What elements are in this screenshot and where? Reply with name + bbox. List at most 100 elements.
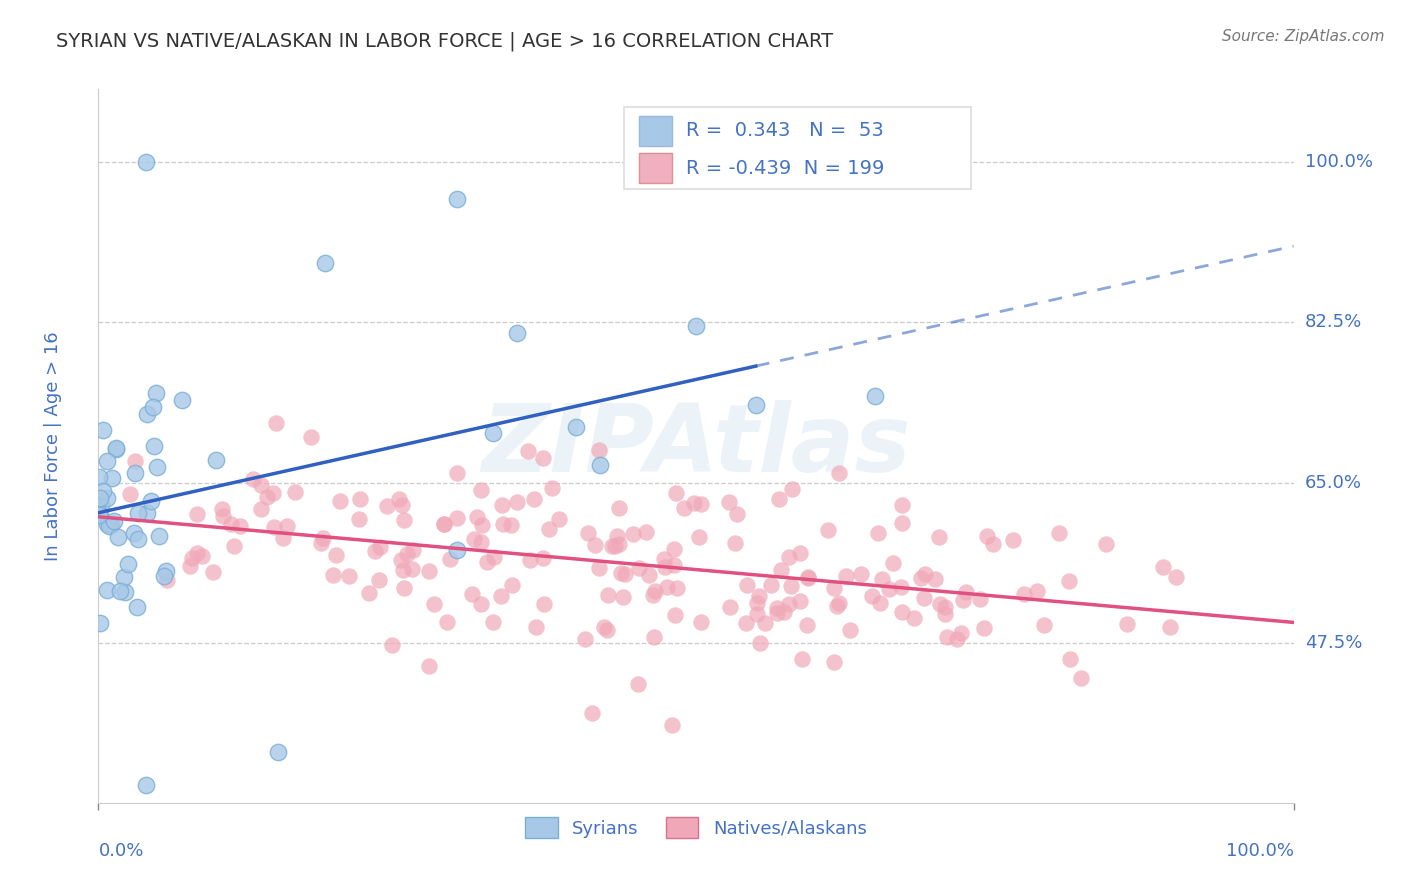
Point [773, 606, 796, 620]
Point [186, 507, 208, 521]
Point [96, 517, 118, 532]
Point [1001, 533, 1024, 548]
Point [769, 563, 792, 577]
Point [262, 486, 284, 500]
Point [135, 777, 157, 791]
Text: 100.0%: 100.0% [1226, 842, 1294, 860]
Point [284, 485, 307, 500]
Point [389, 553, 412, 567]
Point [112, 570, 135, 584]
Point [644, 584, 666, 599]
Point [299, 430, 322, 444]
Point [122, 526, 145, 541]
Point [870, 572, 893, 586]
Point [602, 539, 624, 553]
Point [652, 551, 675, 566]
Point [180, 551, 202, 566]
Point [432, 517, 454, 532]
Point [143, 439, 166, 453]
Point [470, 534, 492, 549]
Point [627, 677, 650, 691]
Point [418, 658, 440, 673]
Point [724, 536, 747, 550]
Point [725, 507, 748, 521]
Text: SYRIAN VS NATIVE/ALASKAN IN LABOR FORCE | AGE > 16 CORRELATION CHART: SYRIAN VS NATIVE/ALASKAN IN LABOR FORCE … [56, 31, 834, 51]
Point [891, 516, 914, 531]
Point [638, 568, 661, 582]
Point [202, 565, 225, 579]
Point [135, 155, 157, 169]
Point [315, 256, 337, 270]
Point [538, 522, 561, 536]
Point [394, 581, 416, 595]
Point [541, 481, 564, 495]
Point [768, 491, 790, 506]
Point [524, 620, 547, 634]
Point [606, 529, 628, 543]
Point [928, 530, 950, 544]
Point [89, 508, 111, 522]
Point [118, 487, 141, 501]
Point [823, 581, 845, 595]
Point [392, 563, 415, 577]
Point [737, 578, 759, 592]
Point [517, 443, 540, 458]
Point [868, 526, 890, 541]
Text: 47.5%: 47.5% [1305, 633, 1362, 652]
Point [969, 592, 991, 607]
Point [423, 597, 446, 611]
Point [347, 512, 370, 526]
Point [946, 632, 969, 646]
Point [735, 615, 758, 630]
Point [276, 519, 298, 533]
Point [666, 582, 689, 596]
Point [835, 569, 858, 583]
Point [446, 192, 468, 206]
Point [127, 532, 149, 546]
Text: R = -0.439  N = 199: R = -0.439 N = 199 [686, 159, 884, 178]
Point [682, 496, 704, 510]
Point [533, 597, 555, 611]
Point [484, 549, 506, 564]
Point [934, 599, 956, 614]
Point [890, 580, 912, 594]
Point [823, 655, 845, 669]
Point [643, 588, 665, 602]
Point [688, 530, 710, 544]
Point [108, 583, 131, 598]
Point [89, 508, 111, 522]
Legend: Syrians, Natives/Alaskans: Syrians, Natives/Alaskans [517, 810, 875, 845]
Point [91, 483, 114, 498]
FancyBboxPatch shape [624, 107, 972, 189]
Point [627, 561, 650, 575]
Point [891, 606, 914, 620]
Point [100, 471, 122, 485]
Point [718, 600, 741, 615]
Point [392, 513, 415, 527]
Point [1012, 587, 1035, 601]
Point [1025, 583, 1047, 598]
Point [387, 491, 409, 506]
Point [790, 652, 813, 666]
Point [186, 546, 208, 560]
Point [955, 585, 977, 599]
Point [146, 459, 169, 474]
Point [828, 596, 851, 610]
Point [153, 568, 176, 582]
Point [221, 517, 243, 532]
Point [610, 566, 633, 581]
Point [849, 567, 872, 582]
Point [548, 512, 571, 526]
Point [780, 579, 803, 593]
Point [1152, 560, 1174, 574]
Point [754, 615, 776, 630]
Point [127, 506, 149, 520]
Point [825, 599, 848, 613]
Point [973, 621, 995, 635]
Point [322, 567, 344, 582]
Text: 82.5%: 82.5% [1305, 313, 1362, 332]
Point [222, 539, 245, 553]
Point [612, 590, 634, 604]
Text: R =  0.343   N =  53: R = 0.343 N = 53 [686, 121, 884, 140]
Point [96, 454, 118, 468]
